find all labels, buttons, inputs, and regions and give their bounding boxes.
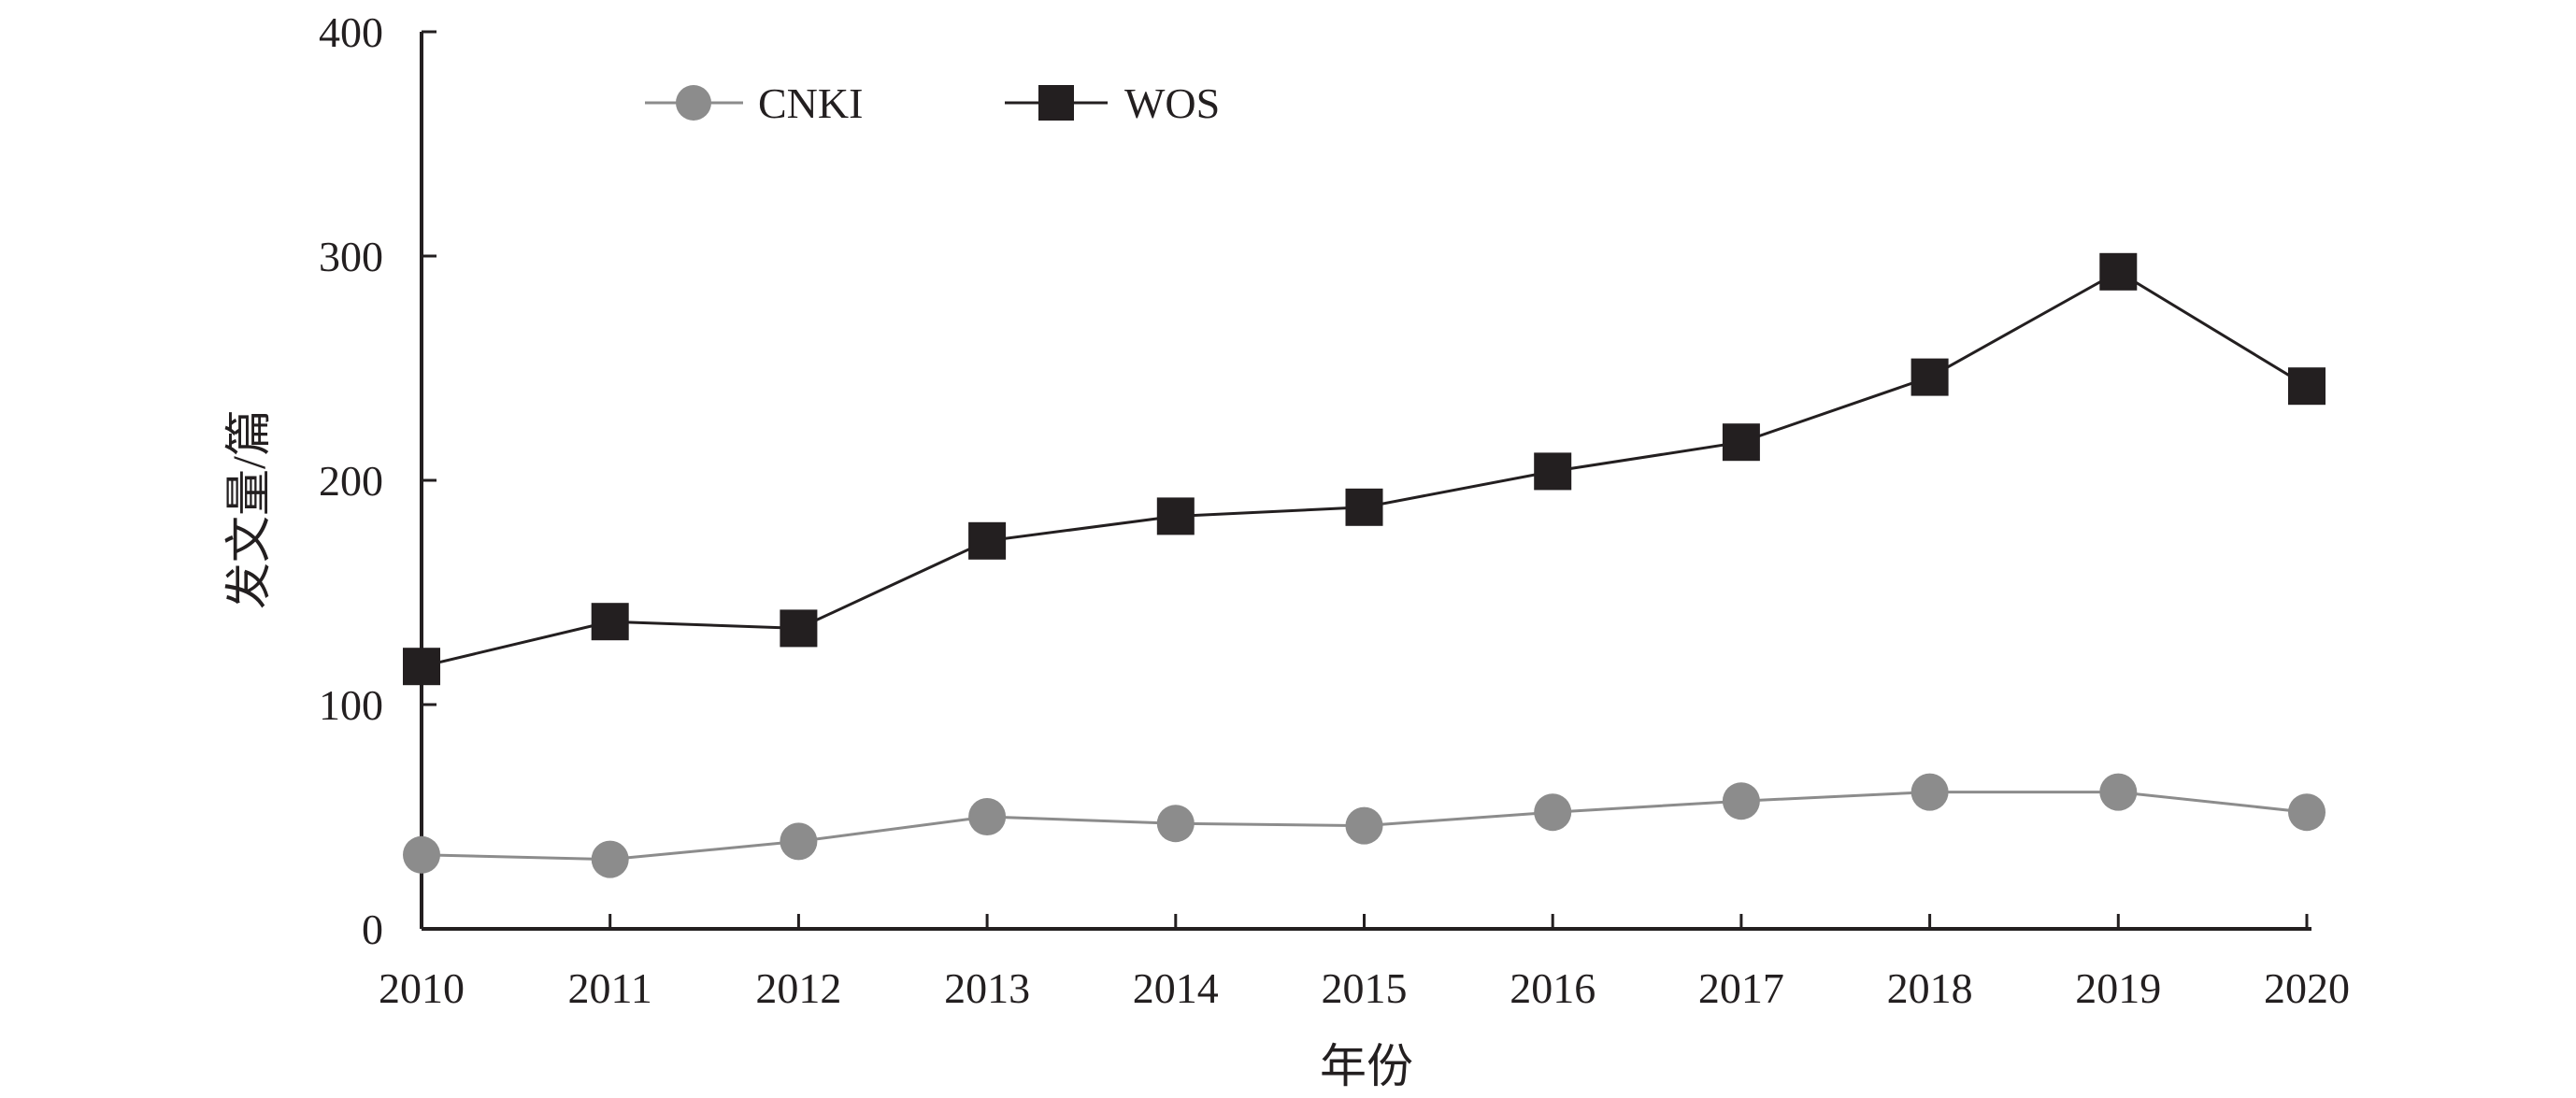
data-point-wos (1345, 488, 1383, 526)
data-point-wos (1534, 452, 1572, 491)
x-tick-label: 2010 (379, 964, 465, 1012)
x-tick-label: 2016 (1510, 964, 1596, 1012)
y-tick-label: 300 (319, 233, 383, 280)
legend: CNKI WOS (645, 79, 1220, 127)
y-axis-title: 发文量/篇 (222, 409, 275, 609)
x-tick-label: 2018 (1887, 964, 1973, 1012)
y-tick-label: 0 (362, 905, 383, 953)
data-point-wos (1722, 423, 1760, 462)
data-point-cnki (780, 822, 818, 861)
series-cnki (403, 773, 2326, 878)
y-tick-label: 200 (319, 457, 383, 505)
series-layer (403, 252, 2326, 878)
data-point-wos (403, 648, 440, 686)
x-tick-label: 2020 (2264, 964, 2350, 1012)
legend-item-wos: WOS (1005, 79, 1220, 127)
y-tick-label: 400 (319, 8, 383, 56)
data-point-wos (2099, 252, 2138, 291)
data-point-wos (968, 521, 1007, 560)
data-point-wos (2288, 367, 2326, 406)
legend-cnki-label: CNKI (758, 79, 863, 127)
x-tick-label: 2019 (2075, 964, 2161, 1012)
data-point-cnki (403, 835, 440, 874)
data-point-cnki (1156, 805, 1195, 843)
data-point-cnki (591, 840, 629, 878)
x-tick-label: 2017 (1698, 964, 1784, 1012)
y-tick-label: 100 (319, 681, 383, 729)
x-tick-label: 2014 (1133, 964, 1219, 1012)
legend-cnki-marker (676, 85, 711, 121)
data-point-wos (780, 609, 818, 648)
legend-wos-label: WOS (1124, 79, 1220, 127)
x-tick-label: 2011 (568, 964, 652, 1012)
y-ticks: 0 100 200 300 400 (319, 8, 436, 953)
legend-wos-marker (1038, 85, 1074, 121)
data-point-wos (1156, 497, 1195, 535)
x-tick-label: 2012 (755, 964, 841, 1012)
data-point-wos (1911, 358, 1949, 396)
x-ticks: 2010 2011 2012 2013 2014 2015 2016 2017 2018 2019… (379, 914, 2350, 1012)
data-point-cnki (1911, 773, 1949, 811)
data-point-wos (591, 603, 629, 641)
series-line-wos (421, 270, 2308, 668)
data-point-cnki (1345, 806, 1383, 845)
x-tick-label: 2015 (1322, 964, 1408, 1012)
series-wos (403, 252, 2326, 686)
x-tick-label: 2013 (944, 964, 1030, 1012)
data-point-cnki (1722, 782, 1760, 820)
data-point-cnki (2099, 773, 2138, 811)
x-axis-title: 年份 (1320, 1040, 1413, 1092)
data-point-cnki (1534, 793, 1572, 832)
data-point-cnki (2288, 793, 2326, 832)
axes (420, 32, 2311, 931)
data-point-cnki (968, 798, 1007, 835)
legend-item-cnki: CNKI (645, 79, 863, 127)
